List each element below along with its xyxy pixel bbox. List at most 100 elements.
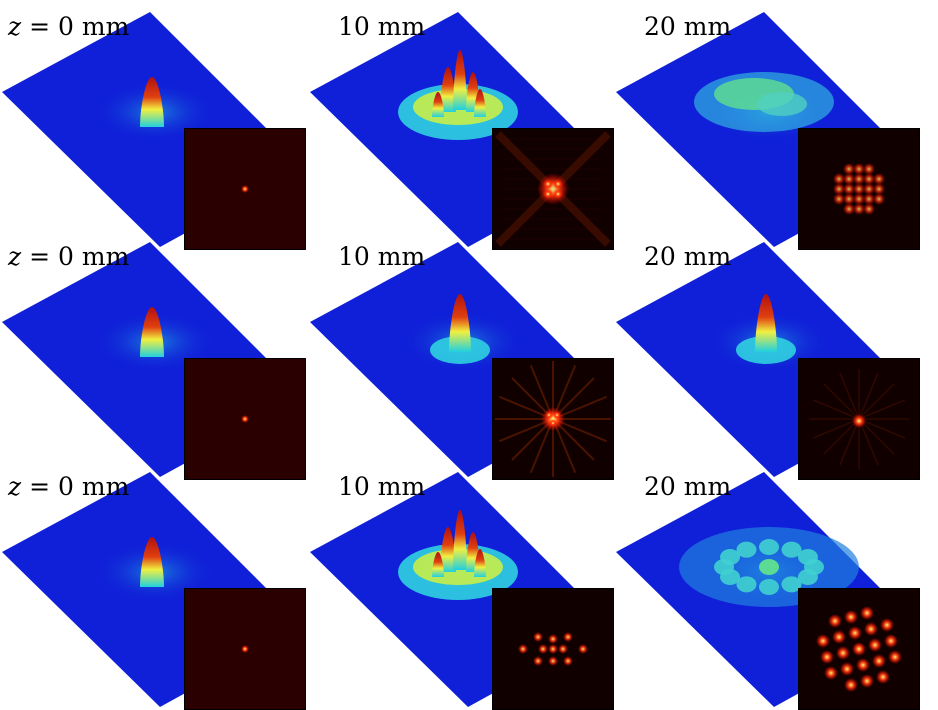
far-field-inset [798, 358, 920, 480]
z-value: 10 mm [338, 242, 426, 271]
inset-image [799, 589, 919, 709]
inset-spot [872, 654, 886, 668]
intensity-blob [797, 549, 818, 565]
intensity-blob [736, 541, 757, 558]
inset-spot [241, 415, 249, 423]
intensity-peak [755, 294, 777, 352]
inset-spot [843, 183, 855, 195]
inset-spot [558, 644, 568, 654]
inset-spot [833, 193, 845, 205]
intensity-blob [781, 541, 802, 558]
inset-spot [833, 183, 845, 195]
z-value: 20 mm [644, 242, 732, 271]
intensity-peak [432, 92, 444, 117]
inset-spot [816, 634, 830, 648]
inset-image [493, 129, 613, 249]
far-field-inset [798, 128, 920, 250]
inset-spot [548, 644, 558, 654]
propagation-distance-label: 10 mm [338, 242, 425, 272]
z-value: 10 mm [338, 472, 426, 501]
intensity-peak [474, 549, 486, 577]
inset-spot [844, 610, 858, 624]
inset-spot [832, 630, 846, 644]
intensity-blob [781, 576, 802, 593]
inset-spot [537, 173, 569, 205]
inset-spot [553, 411, 561, 419]
inset-spot [843, 203, 855, 215]
intensity-peak [474, 89, 486, 117]
intensity-blob [736, 576, 757, 593]
intensity-peak [440, 527, 456, 572]
inset-spot [873, 173, 885, 185]
inset-spot [553, 179, 563, 189]
propagation-distance-label: 20 mm [644, 472, 731, 502]
inset-spot [853, 183, 865, 195]
intensity-blob [759, 579, 779, 595]
z-value: 10 mm [338, 12, 426, 41]
intensity-peak [453, 50, 467, 110]
propagation-distance-label: z = 0 mm [8, 472, 129, 502]
inset-spot [860, 606, 874, 620]
inset-spot [553, 189, 563, 199]
inset-spot [833, 173, 845, 185]
inset-spot [843, 173, 855, 185]
propagation-distance-label: 10 mm [338, 472, 425, 502]
inset-spot [538, 644, 548, 654]
inset-spot [578, 644, 588, 654]
far-field-inset [184, 588, 306, 710]
panel-r1-c2: 10 mm [308, 12, 618, 250]
inset-spot [543, 189, 553, 199]
inset-spot [856, 658, 870, 672]
propagation-distance-label: 20 mm [644, 242, 731, 272]
far-field-inset [184, 358, 306, 480]
inset-spot [241, 185, 249, 193]
intensity-blob [797, 569, 818, 585]
inset-spot [828, 614, 842, 628]
inset-image [799, 359, 919, 479]
z-value: 0 mm [58, 472, 130, 501]
inset-spot [864, 622, 878, 636]
intensity-peak [449, 294, 471, 352]
inset-image [185, 359, 305, 479]
inset-spot [549, 419, 557, 427]
panel-r3-c2: 10 mm [308, 472, 618, 710]
inset-image [185, 589, 305, 709]
intensity-peak [140, 77, 164, 127]
far-field-inset [492, 128, 614, 250]
inset-image [799, 129, 919, 249]
inset-spot [853, 193, 865, 205]
inset-spot [888, 650, 902, 664]
panel-r1-c1: z = 0 mm [0, 12, 310, 250]
inset-spot [863, 163, 875, 175]
propagation-distance-label: 10 mm [338, 12, 425, 42]
inset-spot [884, 634, 898, 648]
inset-spot [863, 183, 875, 195]
panel-r3-c1: z = 0 mm [0, 472, 310, 710]
intensity-blob [759, 559, 779, 575]
inset-spot [868, 638, 882, 652]
panel-r2-c2: 10 mm [308, 242, 618, 480]
inset-spot [848, 626, 862, 640]
inset-spot [840, 662, 854, 676]
inset-spot [853, 203, 865, 215]
inset-image [493, 359, 613, 479]
inset-spot [853, 173, 865, 185]
far-field-inset [492, 358, 614, 480]
inset-spot [836, 646, 850, 660]
inset-spot [863, 193, 875, 205]
inset-spot [548, 656, 558, 666]
inset-spot [843, 193, 855, 205]
inset-spot [880, 618, 894, 632]
propagation-distance-label: z = 0 mm [8, 12, 129, 42]
inset-spot [852, 642, 866, 656]
z-prefix: z = [8, 472, 59, 501]
inset-spot [873, 193, 885, 205]
inset-spot [548, 634, 558, 644]
inset-spot [876, 670, 890, 684]
panel-r2-c3: 20 mm [614, 242, 924, 480]
inset-image [185, 129, 305, 249]
intensity-peak [453, 510, 467, 570]
panel-r1-c3: 20 mm [614, 12, 924, 250]
inset-spot [563, 632, 573, 642]
